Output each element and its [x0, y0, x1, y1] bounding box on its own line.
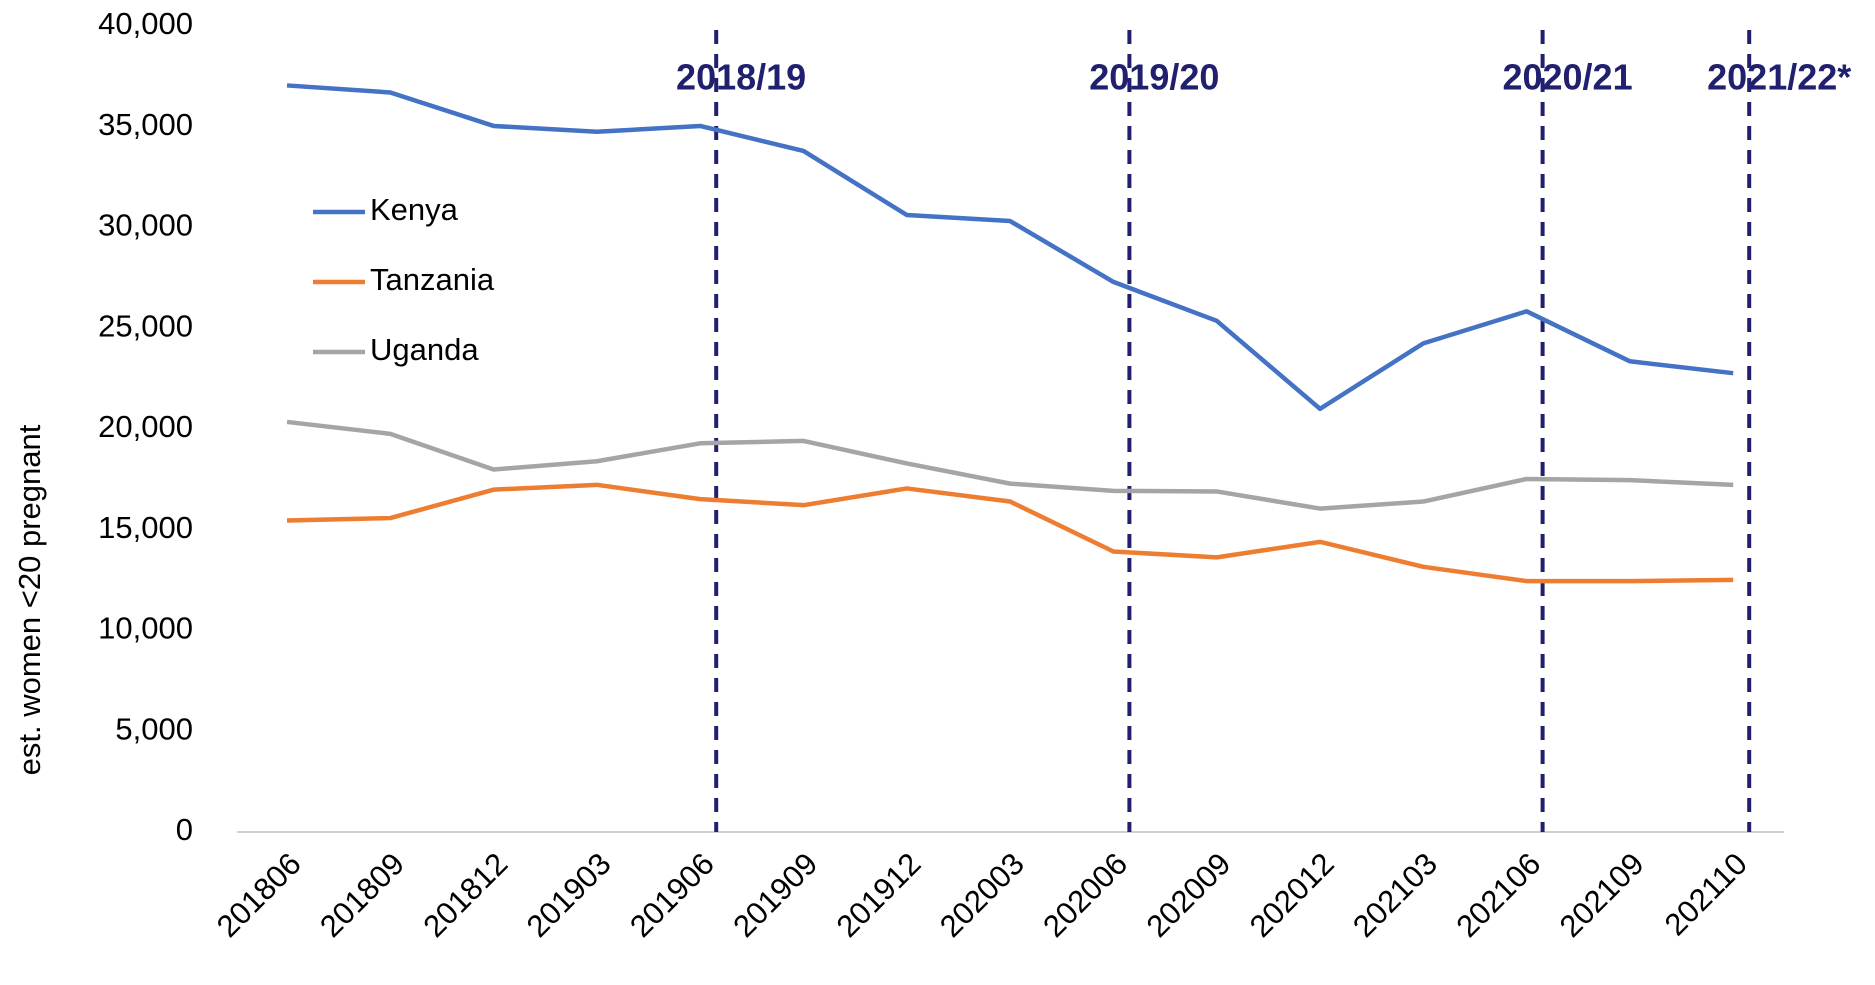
y-tick-label: 40,000 [98, 6, 193, 41]
y-tick-label: 0 [176, 812, 193, 847]
y-tick-label: 15,000 [98, 510, 193, 545]
x-tick-label: 202110 [1658, 846, 1754, 942]
x-tick-label: 201806 [210, 846, 308, 944]
y-tick-label: 35,000 [98, 107, 193, 142]
y-tick-label: 20,000 [98, 409, 193, 444]
legend-label: Uganda [370, 332, 479, 367]
x-tick-label: 201812 [416, 846, 514, 944]
x-tick-label: 201903 [520, 846, 618, 944]
period-label: 2018/19 [676, 57, 806, 98]
series-line [286, 482, 1734, 584]
x-tick-label: 202003 [933, 846, 1031, 944]
period-label: 2021/22* [1707, 57, 1851, 98]
period-label: 2020/21 [1502, 57, 1632, 98]
x-tick-label: 202006 [1036, 846, 1134, 944]
y-axis-label: est. women <20 pregnant [12, 424, 47, 775]
x-tick-label: 202012 [1243, 846, 1341, 944]
legend-label: Tanzania [370, 262, 495, 297]
y-tick-label: 30,000 [98, 208, 193, 243]
x-tick-label: 201906 [623, 846, 721, 944]
y-tick-label: 25,000 [98, 308, 193, 343]
series-line [286, 83, 1734, 412]
x-tick-label: 202103 [1346, 846, 1444, 944]
series-line [286, 419, 1734, 511]
x-tick-label: 202106 [1449, 846, 1547, 944]
x-tick-label: 201912 [830, 846, 928, 944]
x-tick-label: 202009 [1140, 846, 1238, 944]
y-tick-label: 10,000 [98, 611, 193, 646]
x-tick-label: 202109 [1553, 846, 1651, 944]
legend-label: Kenya [370, 192, 459, 227]
x-tick-label: 201809 [313, 846, 411, 944]
y-tick-label: 5,000 [115, 711, 193, 746]
x-tick-label: 201909 [726, 846, 824, 944]
period-label: 2019/20 [1089, 57, 1219, 98]
